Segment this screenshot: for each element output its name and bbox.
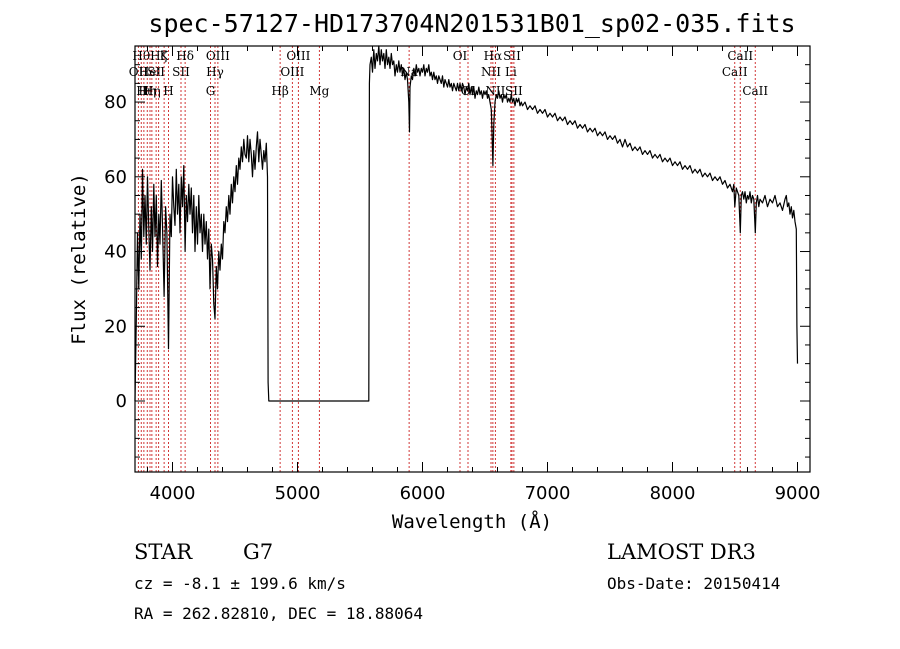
- line-marker-label: SII: [172, 65, 190, 79]
- x-tick-label: 8000: [650, 483, 696, 504]
- line-marker-label: NII: [481, 65, 501, 79]
- line-marker-label: Hθ: [132, 49, 150, 63]
- line-marker-label: Hδ: [176, 49, 194, 63]
- coordinates: RA = 262.82810, DEC = 18.88064: [134, 604, 423, 623]
- object-class: STAR: [134, 540, 193, 564]
- line-marker-label: Hγ: [206, 65, 224, 79]
- y-axis-label: Flux (relative): [68, 173, 90, 345]
- line-marker-label: Hι: [136, 84, 151, 98]
- line-marker-label: Hα: [484, 49, 503, 63]
- line-marker-label: Li: [505, 65, 517, 79]
- line-marker-label: OIII: [286, 49, 310, 63]
- y-tick-label: 20: [104, 316, 127, 337]
- y-tick-label: 0: [116, 391, 127, 412]
- line-marker-label: Hβ: [271, 84, 288, 98]
- obs-date: Obs-Date: 20150414: [607, 574, 780, 593]
- x-tick-label: 7000: [525, 483, 571, 504]
- line-marker-label: Hζ: [150, 49, 167, 63]
- x-tick-label: 4000: [150, 483, 196, 504]
- line-marker-label: H: [163, 84, 173, 98]
- line-marker-label: NII: [485, 84, 505, 98]
- chart-title: spec-57127-HD173704N201531B01_sp02-035.f…: [148, 9, 795, 38]
- line-marker-label: G: [206, 84, 216, 98]
- redshift-info: cz = -8.1 ± 199.6 km/s: [134, 574, 346, 593]
- plot-area: OIIHθHιHηHeIHηSIIHζKHSIIHδGHγOIIIHβOIIIO…: [104, 45, 821, 504]
- x-axis-label: Wavelength (Å): [392, 510, 552, 533]
- x-tick-label: 5000: [275, 483, 321, 504]
- object-subclass: G7: [243, 540, 273, 564]
- plot-frame: [134, 45, 811, 473]
- line-marker-label: OI: [453, 49, 468, 63]
- y-tick-label: 80: [104, 92, 127, 113]
- y-tick-label: 40: [104, 242, 127, 263]
- line-marker-label: SII: [147, 65, 165, 79]
- line-marker-label: SII: [503, 49, 521, 63]
- line-marker-label: OIII: [280, 65, 304, 79]
- line-marker-label: CaII: [727, 49, 753, 63]
- x-tick-label: 9000: [775, 483, 821, 504]
- y-tick-label: 60: [104, 167, 127, 188]
- survey-name: LAMOST DR3: [607, 540, 756, 564]
- line-marker-label: K: [160, 49, 170, 63]
- line-marker-label: Mg: [309, 84, 329, 98]
- spectrum-line: [134, 45, 799, 402]
- x-tick-label: 6000: [400, 483, 446, 504]
- line-marker-label: Hη: [143, 84, 161, 98]
- line-marker-label: CaII: [722, 65, 748, 79]
- line-marker-label: CaII: [742, 84, 768, 98]
- line-marker-label: SII: [505, 84, 523, 98]
- line-marker-label: OIII: [206, 49, 230, 63]
- line-marker-label: OII: [129, 65, 149, 79]
